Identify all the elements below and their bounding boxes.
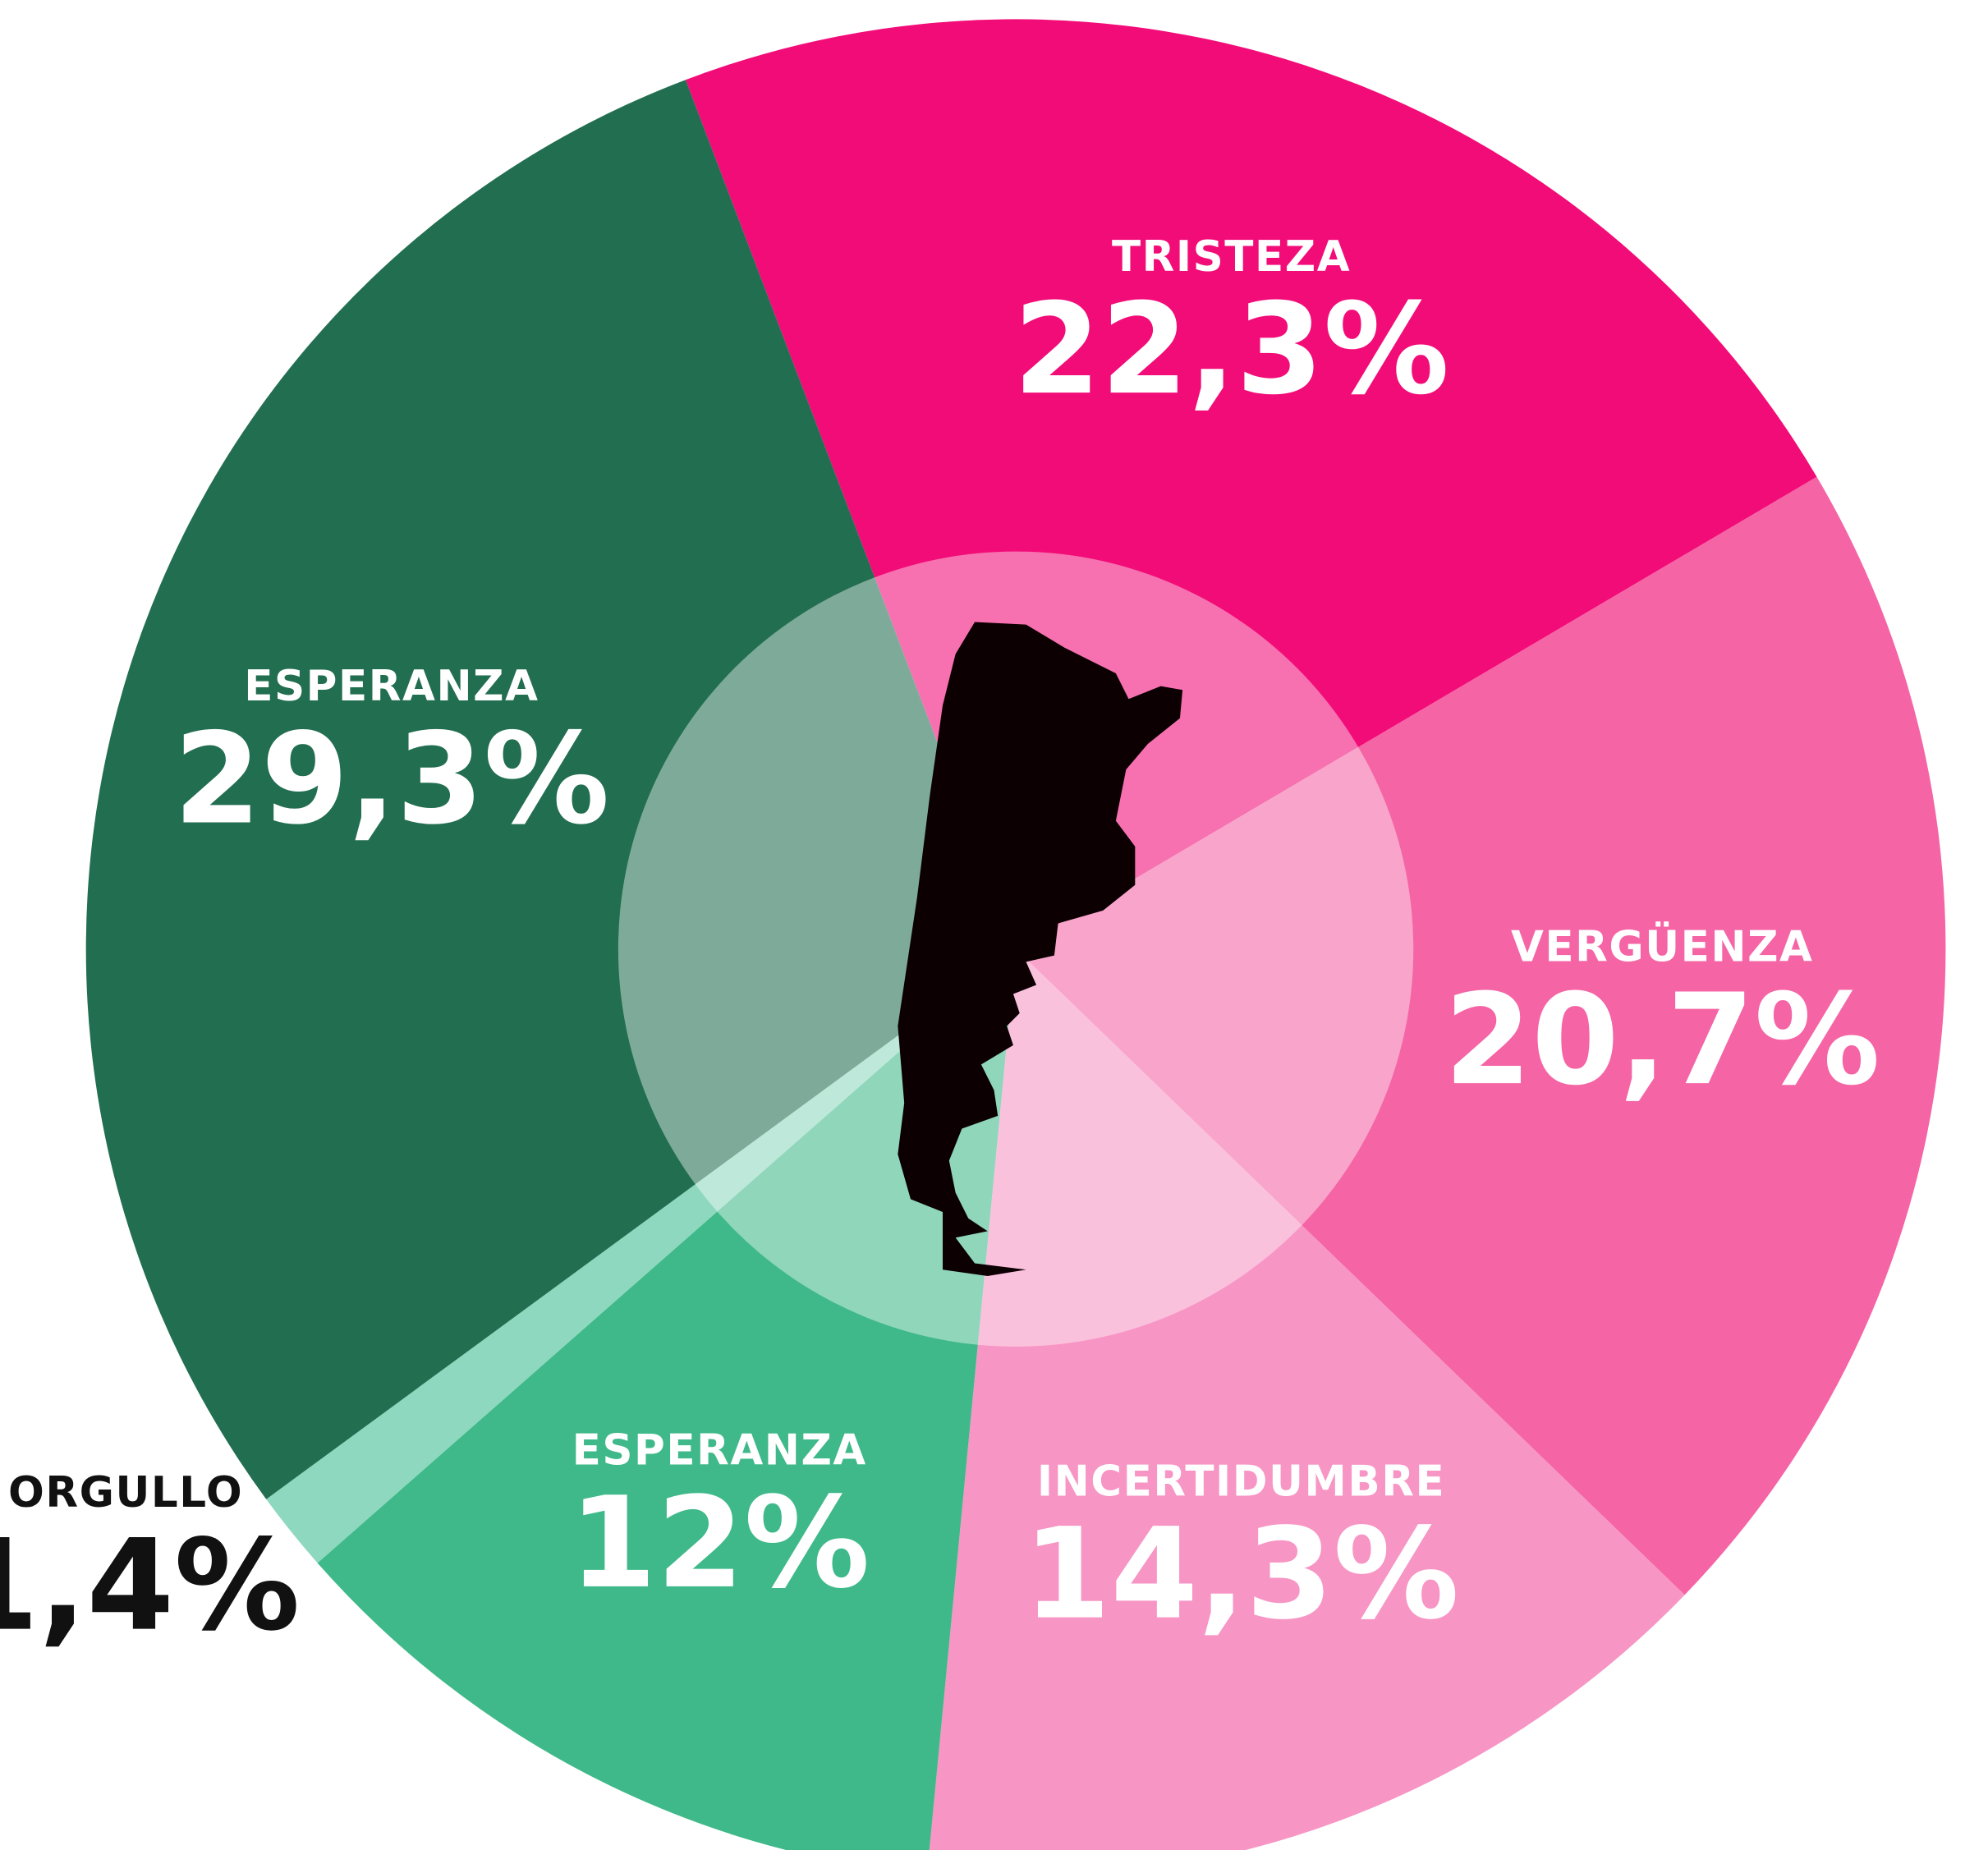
- slice: [266, 948, 1017, 1563]
- slice-value: 22,3%: [1013, 277, 1449, 423]
- slice: [929, 948, 1685, 1850]
- slice-value: 20,7%: [1444, 967, 1880, 1113]
- slice-name: ESPERANZA: [572, 1425, 867, 1475]
- slice-value: 29,3%: [173, 706, 609, 852]
- slice-name: VERGÜENZA: [1511, 921, 1814, 972]
- slice-name: ORGULLO: [8, 1468, 243, 1517]
- slice-name: INCERTIDUMBRE: [1037, 1457, 1445, 1506]
- slice-value: 1,4%: [0, 1513, 300, 1659]
- slice-name: TRISTEZA: [1112, 232, 1351, 282]
- slice: [85, 80, 1017, 1499]
- map-silhouette: [898, 622, 1183, 1277]
- slice: [317, 948, 1017, 1850]
- slice-value: 12%: [569, 1471, 870, 1617]
- slice: [1016, 476, 1946, 1595]
- slice-name: ESPERANZA: [244, 662, 539, 711]
- slice-value: 14,3%: [1023, 1502, 1459, 1648]
